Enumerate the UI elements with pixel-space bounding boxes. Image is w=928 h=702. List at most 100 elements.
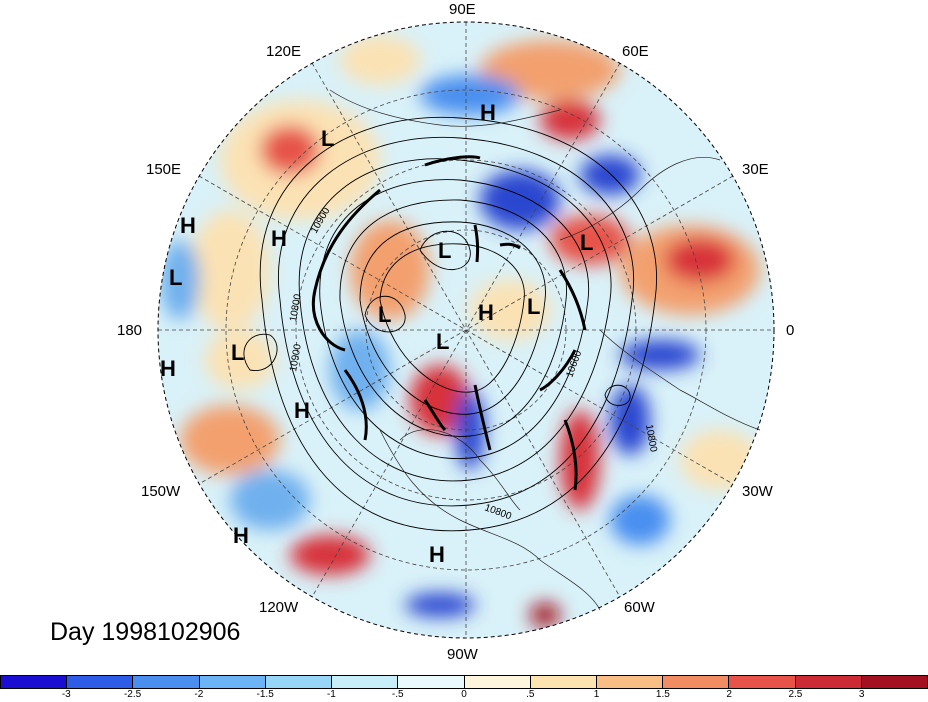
low-center-marker: L [436,329,449,354]
colorbar-box [596,676,664,688]
contour-line [259,116,657,532]
low-center-marker: L [169,265,182,290]
colorbar-box [133,676,200,688]
colorbar-box [663,676,730,688]
anomaly-blob [455,390,485,470]
anomaly-blob [190,210,270,330]
high-center-marker: H [478,300,494,325]
lon-label-0: 0 [786,322,794,339]
anomaly-blob [180,405,280,475]
contour-line [278,136,634,507]
coastlines [329,89,761,611]
longitude-labels: 90E 60E 120E 30E 150E 180 0 150W 30W 120… [117,1,794,663]
meridian-line [198,175,734,485]
anomaly-blob [610,385,650,455]
contour-line [339,199,568,437]
anomaly-blob [470,280,550,340]
high-center-marker: H [271,226,287,251]
contour-line [604,384,631,406]
lon-label-90e: 90E [449,1,476,18]
jet-contour [539,349,577,392]
high-center-marker: H [180,213,196,238]
coastline [599,329,761,431]
contour-label: 10900 [288,343,304,373]
jet-contour [312,188,381,352]
lon-label-60w: 60W [624,599,656,616]
lon-label-120w: 120W [259,599,299,616]
anomaly-blob [290,535,370,575]
plot-title: Day 1998102906 [50,618,241,646]
low-center-marker: L [231,340,244,365]
colorbar-box [729,676,796,688]
colorbar-tick-label: 3 [858,689,865,700]
colorbar-tick-label: -.5 [391,689,404,700]
colorbar-box [530,676,597,688]
colorbar-box [199,676,266,688]
polar-map: 10900 10800 10900 10600 10800 10800 H L … [117,1,794,663]
jet-contour [499,242,521,250]
contour-line [379,243,525,393]
anomaly-blob [420,75,520,115]
contour-line [419,230,471,270]
colorbar-tick-label: 0 [461,689,467,700]
anomaly-blob [160,240,200,320]
anomaly-blob [530,603,560,627]
high-center-marker: H [429,542,445,567]
colorbar-tick-label: 2 [726,689,732,700]
colorbar-box [795,676,862,688]
colorbar-box [861,676,928,688]
colorbar-tick-label: .5 [526,689,535,700]
lon-label-30w: 30W [742,483,774,500]
colorbar-tick-label: -2.5 [123,689,142,700]
anomaly-blob [405,593,475,617]
pressure-centers: H L H H L L L L H L L L H H H H [160,100,593,567]
anomaly-blob [230,470,310,530]
jet-contour [423,399,447,432]
height-contours [243,116,657,532]
anomaly-blob [340,35,420,85]
high-center-marker: H [480,100,496,125]
anomaly-blob [480,170,560,230]
contour-line [298,158,612,482]
contour-line [364,296,406,333]
anomaly-blob [410,365,470,435]
colorbar-box [1,676,68,688]
colorbar [0,675,928,689]
colorbar-tick-label: 1.5 [655,689,670,700]
anomaly-blob [610,495,670,545]
colorbar-labels: -3 -2.5 -2 -1.5 -1 -.5 0 .5 1 1.5 2 2.5 3 [0,689,928,702]
jet-contours [312,155,587,491]
high-center-marker: H [160,356,176,381]
low-center-marker: L [580,230,593,255]
anomaly-blob [550,215,630,265]
contour-line [359,221,546,415]
colorbar-tick-label: -2 [194,689,204,700]
lon-label-30e: 30E [742,161,769,178]
colorbar-tick-label: -1.5 [256,689,274,700]
high-center-marker: H [294,398,310,423]
jet-contour [424,155,481,167]
jet-contour [558,269,587,331]
anomaly-blob [480,40,620,100]
jet-contour [563,419,578,491]
contour-label: 10800 [643,424,659,454]
lon-label-150e: 150E [146,161,181,178]
coastline [559,157,721,241]
colorbar-tick-label: -3 [61,689,71,700]
low-center-marker: L [438,238,451,263]
jet-contour [473,224,480,263]
lon-label-180: 180 [117,322,142,339]
colorbar-tick-label: 1 [593,689,600,700]
anomaly-blob [260,125,320,175]
lon-label-120e: 120E [266,43,301,60]
map-boundary [157,21,775,639]
anomaly-blob [580,155,640,195]
anomaly-blob [665,238,735,282]
low-center-marker: L [527,294,540,319]
colorbar-box [67,676,134,688]
colorbar-box [464,676,531,688]
coastline [379,429,601,611]
colorbar-box [332,676,399,688]
high-center-marker: H [233,523,249,548]
contour-line [243,333,278,371]
